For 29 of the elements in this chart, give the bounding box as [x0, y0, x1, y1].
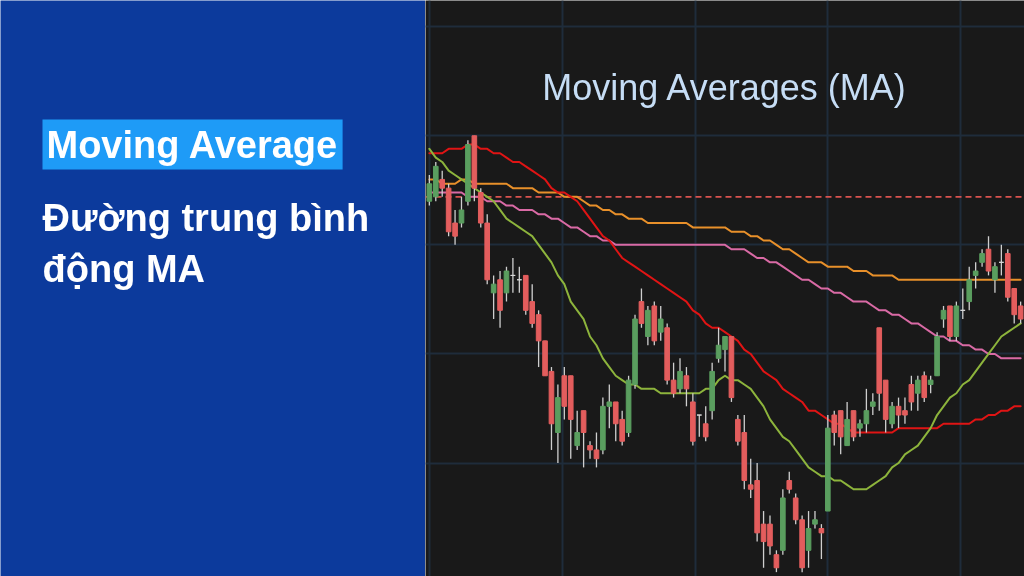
- candlestick: [870, 392, 876, 416]
- candlestick: [889, 401, 895, 429]
- candlestick: [908, 375, 915, 412]
- candlestick: [812, 510, 818, 530]
- text: Moving Averages (MA): [542, 67, 906, 108]
- candlestick: [966, 266, 973, 311]
- candlestick: [574, 410, 580, 451]
- candlestick: [683, 366, 690, 407]
- candlestick: [985, 235, 992, 277]
- chart-title: Moving Average: [46, 123, 338, 166]
- candlestick: [805, 510, 812, 569]
- candlestick: [921, 370, 928, 403]
- candlestick: [677, 357, 683, 394]
- candlestick: [702, 405, 709, 442]
- candlestick: [696, 414, 703, 438]
- candlestick: [972, 261, 979, 290]
- candlestick: [786, 471, 793, 495]
- candlestick: [580, 410, 587, 469]
- candlestick: [490, 274, 497, 320]
- candlestick: [992, 261, 998, 294]
- candlestick: [503, 266, 510, 303]
- candlestick: [773, 549, 780, 573]
- candlestick: [915, 375, 921, 412]
- candlestick: [458, 196, 465, 229]
- candlestick: [818, 523, 825, 560]
- candlestick: [657, 305, 664, 342]
- candlestick: [940, 305, 947, 329]
- candlestick: [638, 287, 645, 329]
- text: Đường trung bình động MA: [42, 196, 370, 290]
